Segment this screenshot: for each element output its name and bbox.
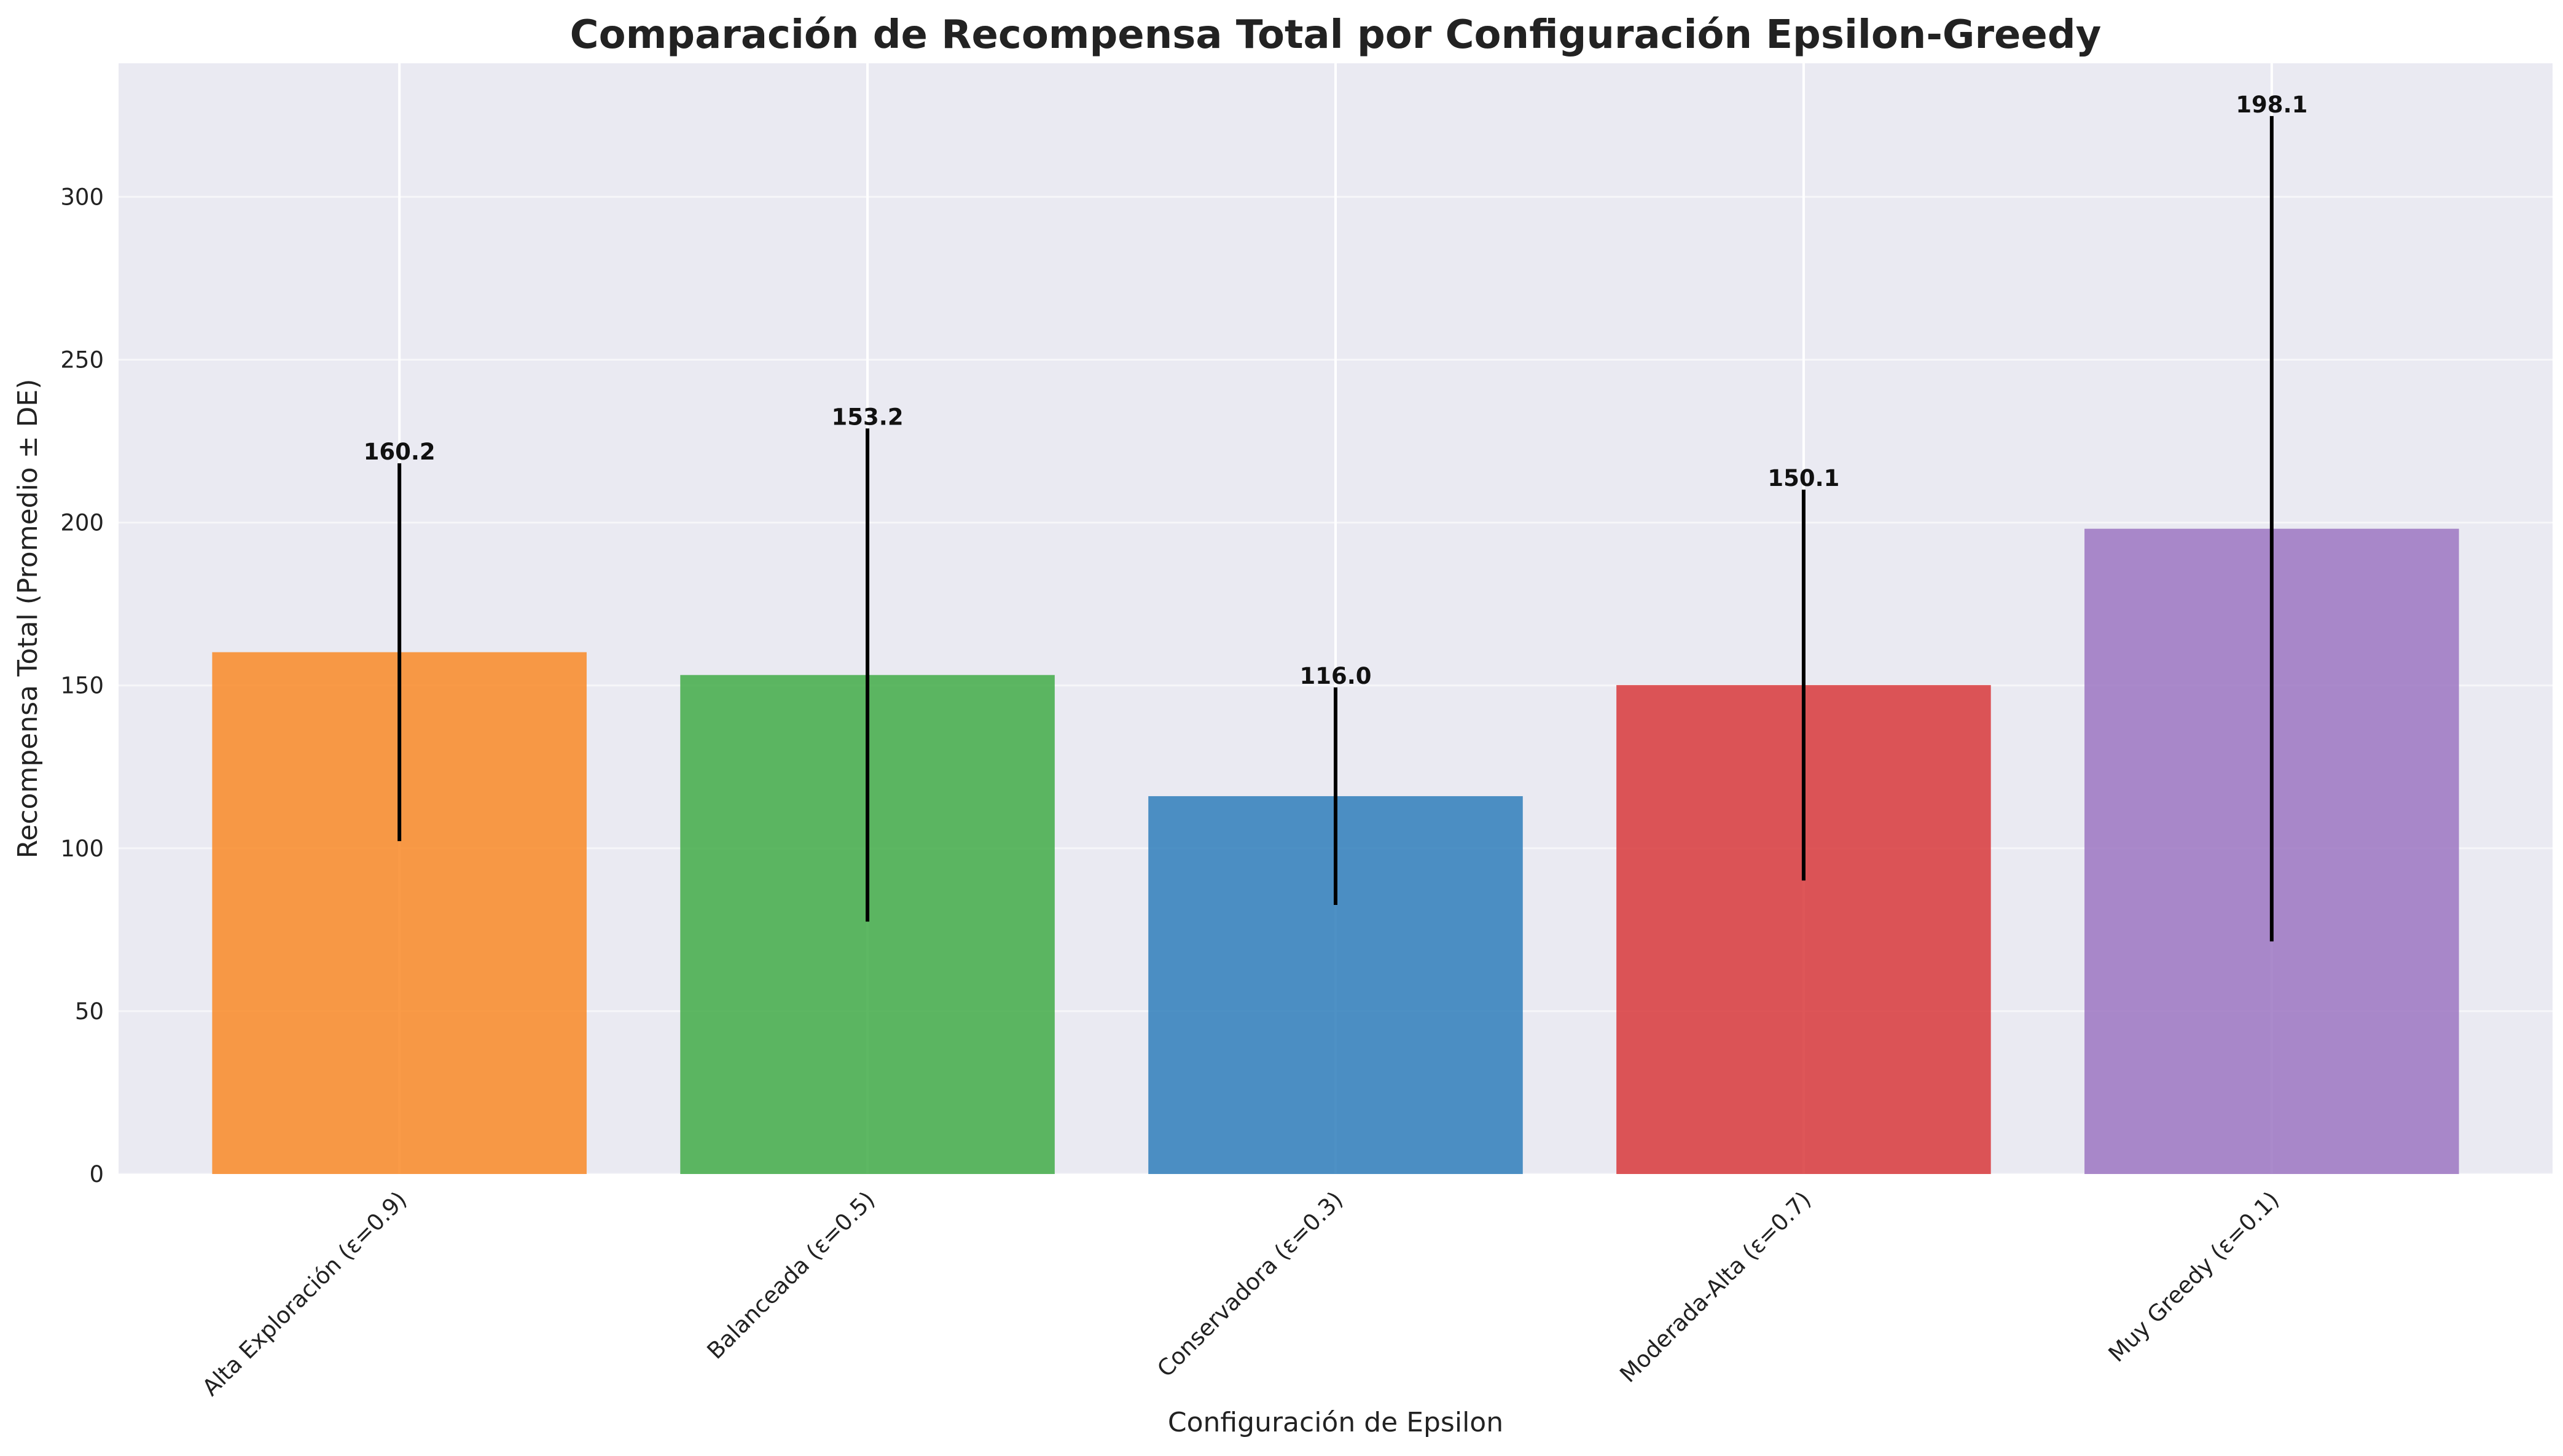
x-tick-label: Moderada-Alta (ε=0.7) (1614, 1186, 1816, 1388)
data-label: 153.2 (832, 404, 904, 430)
data-label: 198.1 (2236, 92, 2307, 118)
y-tick-label: 0 (89, 1161, 104, 1188)
y-tick-label: 150 (60, 673, 104, 699)
data-label: 116.0 (1299, 663, 1371, 689)
x-tick-label: Conservadora (ε=0.3) (1152, 1186, 1348, 1382)
data-label: 160.2 (364, 439, 436, 465)
data-label: 150.1 (1767, 465, 1839, 491)
y-tick-label: 200 (60, 510, 104, 536)
x-tick-label: Balanceada (ε=0.5) (702, 1186, 880, 1364)
y-tick-label: 250 (60, 346, 104, 373)
x-tick-label: Muy Greedy (ε=0.1) (2103, 1186, 2285, 1368)
x-tick-label: Alta Exploración (ε=0.9) (197, 1186, 412, 1401)
chart-title: Comparación de Recompensa Total por Conf… (570, 12, 2102, 58)
x-axis-label: Configuración de Epsilon (1168, 1407, 1503, 1438)
y-tick-label: 50 (75, 998, 104, 1025)
y-tick-label: 100 (60, 836, 104, 862)
y-tick-label: 300 (60, 184, 104, 210)
y-axis-label: Recompensa Total (Promedio ± DE) (12, 379, 44, 859)
